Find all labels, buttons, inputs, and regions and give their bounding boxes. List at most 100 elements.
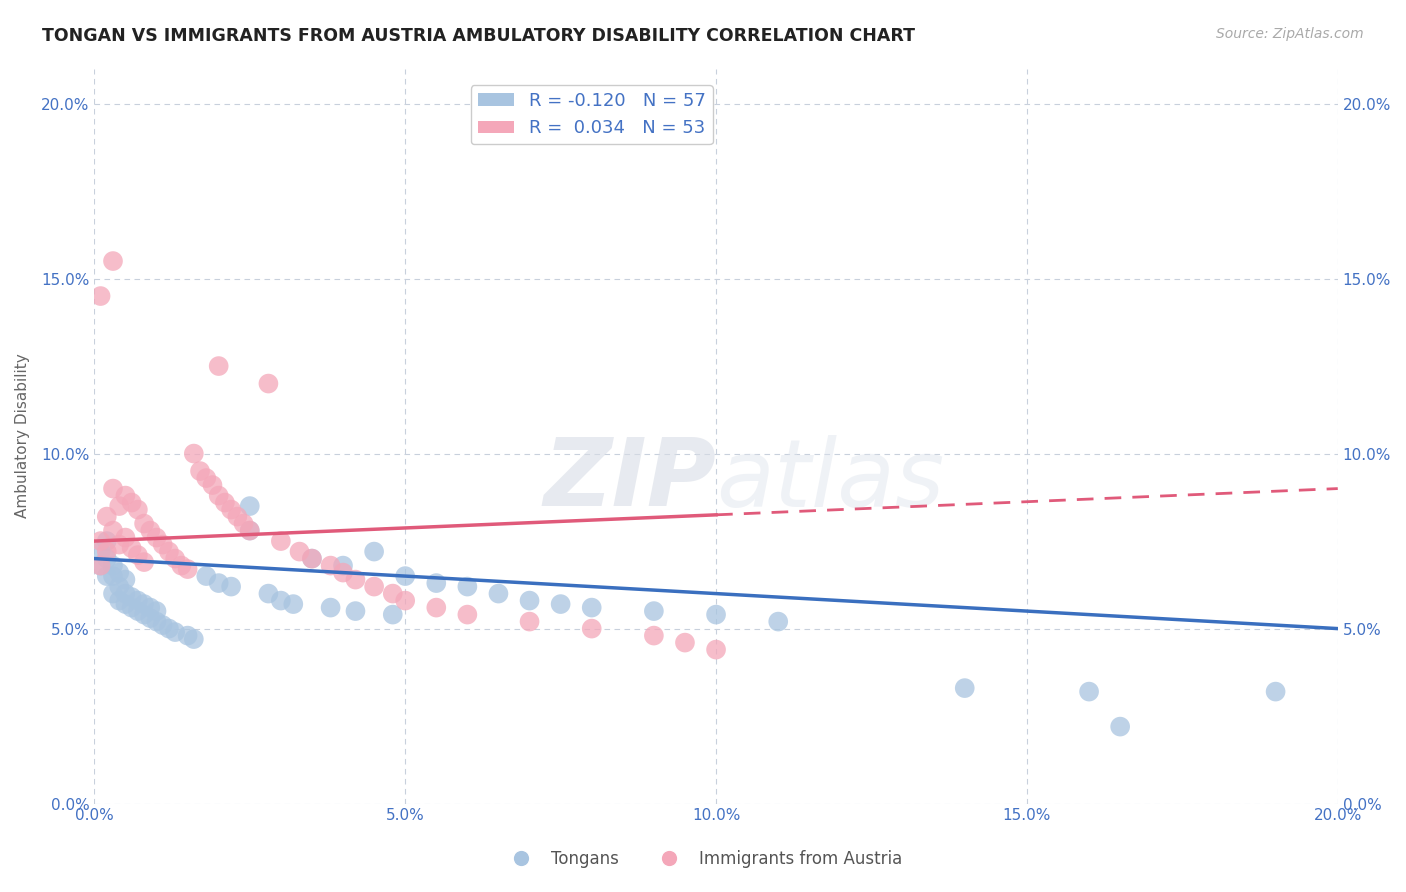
Point <box>90 534 112 549</box>
Point <box>456 580 478 594</box>
Point <box>114 586 136 600</box>
Point <box>145 615 167 629</box>
Point <box>101 524 124 538</box>
Point <box>488 586 510 600</box>
Point <box>288 544 311 558</box>
Point <box>381 586 404 600</box>
Point <box>127 593 149 607</box>
Point <box>195 569 218 583</box>
Point <box>108 566 131 580</box>
Point <box>953 681 976 695</box>
Point <box>96 544 118 558</box>
Point <box>239 524 262 538</box>
Point <box>127 604 149 618</box>
Point <box>101 254 124 268</box>
Point <box>363 580 385 594</box>
Text: Source: ZipAtlas.com: Source: ZipAtlas.com <box>1216 27 1364 41</box>
Point <box>121 541 143 555</box>
Point <box>394 593 416 607</box>
Point <box>139 524 162 538</box>
Point <box>394 569 416 583</box>
Point <box>319 558 342 573</box>
Text: TONGAN VS IMMIGRANTS FROM AUSTRIA AMBULATORY DISABILITY CORRELATION CHART: TONGAN VS IMMIGRANTS FROM AUSTRIA AMBULA… <box>42 27 915 45</box>
Point <box>301 551 323 566</box>
Point <box>108 499 131 513</box>
Point <box>219 580 242 594</box>
Point <box>157 622 180 636</box>
Point <box>581 622 603 636</box>
Point <box>96 551 118 566</box>
Point <box>90 558 112 573</box>
Point <box>332 558 354 573</box>
Point <box>581 600 603 615</box>
Point <box>139 611 162 625</box>
Point <box>152 538 174 552</box>
Point <box>344 573 367 587</box>
Point <box>165 551 187 566</box>
Point <box>319 600 342 615</box>
Point <box>108 538 131 552</box>
Legend: Tongans, Immigrants from Austria: Tongans, Immigrants from Austria <box>498 844 908 875</box>
Text: ZIP: ZIP <box>543 434 716 526</box>
Point <box>114 531 136 545</box>
Point <box>301 551 323 566</box>
Point <box>257 376 280 391</box>
Point <box>1109 720 1132 734</box>
Point <box>673 635 696 649</box>
Point <box>704 642 727 657</box>
Point <box>270 593 292 607</box>
Point <box>183 446 205 460</box>
Point <box>643 629 665 643</box>
Point <box>208 489 231 503</box>
Point <box>145 604 167 618</box>
Point <box>195 471 218 485</box>
Point <box>90 289 112 303</box>
Text: atlas: atlas <box>716 434 945 525</box>
Point <box>232 516 254 531</box>
Point <box>121 600 143 615</box>
Legend: R = -0.120   N = 57, R =  0.034   N = 53: R = -0.120 N = 57, R = 0.034 N = 53 <box>471 85 713 145</box>
Point <box>90 558 112 573</box>
Point <box>165 625 187 640</box>
Point <box>176 562 198 576</box>
Point <box>283 597 305 611</box>
Point <box>139 600 162 615</box>
Point <box>132 516 155 531</box>
Point <box>101 586 124 600</box>
Point <box>519 615 541 629</box>
Point <box>176 629 198 643</box>
Point <box>132 597 155 611</box>
Point <box>157 544 180 558</box>
Point <box>704 607 727 622</box>
Point <box>214 495 236 509</box>
Point <box>114 597 136 611</box>
Point <box>381 607 404 622</box>
Point <box>239 499 262 513</box>
Point <box>90 544 112 558</box>
Point <box>132 555 155 569</box>
Point <box>108 580 131 594</box>
Point <box>519 593 541 607</box>
Point <box>226 509 249 524</box>
Point <box>121 590 143 604</box>
Point <box>101 569 124 583</box>
Point <box>170 558 193 573</box>
Point <box>96 534 118 549</box>
Point <box>114 573 136 587</box>
Point <box>101 482 124 496</box>
Point <box>768 615 790 629</box>
Point <box>257 586 280 600</box>
Point <box>127 548 149 562</box>
Point <box>208 359 231 373</box>
Point <box>363 544 385 558</box>
Point <box>270 534 292 549</box>
Point <box>96 569 118 583</box>
Point <box>425 576 447 591</box>
Point <box>152 618 174 632</box>
Point <box>219 502 242 516</box>
Point <box>101 558 124 573</box>
Point <box>239 524 262 538</box>
Point <box>201 478 224 492</box>
Point <box>1078 684 1101 698</box>
Point <box>425 600 447 615</box>
